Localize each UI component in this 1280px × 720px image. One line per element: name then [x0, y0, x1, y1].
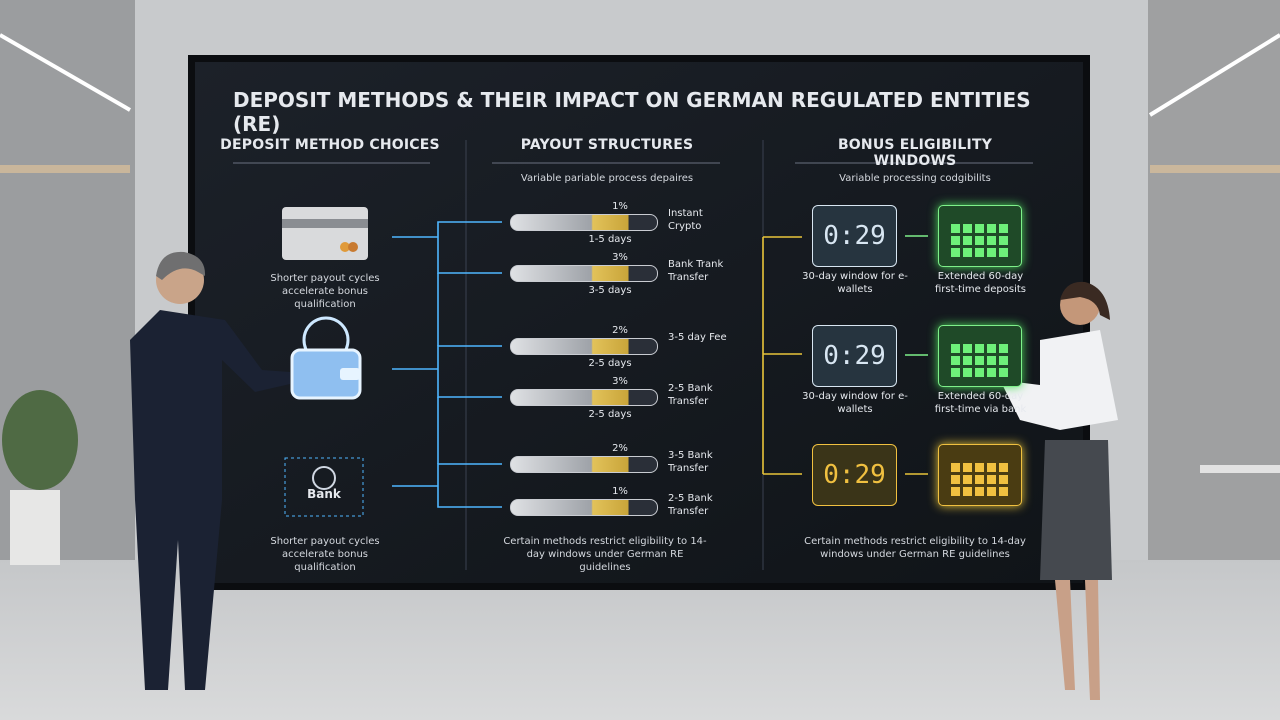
calendar-cell [951, 475, 960, 484]
column-subtitle: Variable pariable process depaires [520, 173, 694, 184]
calendar-cell [975, 463, 984, 472]
payout-label: 2-5 Bank Transfer [668, 493, 713, 517]
calendar [938, 325, 1022, 387]
payout-bar [510, 456, 658, 473]
window-caption: Extended 60-day first-time deposits [934, 271, 1026, 295]
calendar-cell [987, 224, 996, 233]
timer: 0:29 [812, 325, 897, 387]
method-caption: Shorter payout cycles accelerate bonus q… [270, 536, 380, 573]
calendar-cell [951, 236, 960, 245]
calendar-cell [963, 356, 972, 365]
calendar-cell [975, 236, 984, 245]
payout-days: 3-5 days [588, 285, 632, 296]
timer: 0:29 [812, 444, 897, 506]
calendar-cell [963, 475, 972, 484]
calendar-cell [975, 248, 984, 257]
calendar-cell [999, 344, 1008, 353]
calendar-cell [987, 368, 996, 377]
calendar-cell [951, 356, 960, 365]
calendar-cell [951, 463, 960, 472]
calendar-cell [963, 224, 972, 233]
calendar-cell [963, 487, 972, 496]
calendar-cell [975, 487, 984, 496]
column-heading: BONUS ELIGIBILITY WINDOWS [837, 137, 993, 169]
payout-percent: 3% [612, 252, 628, 263]
calendar-cell [987, 463, 996, 472]
calendar-cell [999, 463, 1008, 472]
method-caption: Shorter payout cycles accelerate bonus q… [270, 273, 380, 310]
footnote: Certain methods restrict eligibility to … [503, 536, 707, 573]
payout-percent: 1% [612, 486, 628, 497]
payout-bar [510, 265, 658, 282]
payout-label: Bank Trank Transfer [668, 259, 724, 283]
payout-label: 2-5 Bank Transfer [668, 383, 713, 407]
payout-label: Instant Crypto [668, 208, 703, 232]
payout-days: 2-5 days [588, 358, 632, 369]
calendar-cell [999, 248, 1008, 257]
calendar-cell [963, 368, 972, 377]
calendar-cell [975, 368, 984, 377]
payout-percent: 1% [612, 201, 628, 212]
column-heading: DEPOSIT METHOD CHOICES [220, 137, 440, 153]
calendar-cell [975, 344, 984, 353]
payout-percent: 2% [612, 325, 628, 336]
payout-bar [510, 214, 658, 231]
calendar-cell [963, 248, 972, 257]
payout-bar [510, 338, 658, 355]
calendar-cell [975, 224, 984, 233]
column-subtitle: Variable processing codgibilits [839, 173, 991, 184]
window-caption: Extended 60-day first-time via bank [934, 391, 1027, 415]
calendar-cell [999, 224, 1008, 233]
calendar-cell [999, 475, 1008, 484]
calendar-cell [951, 487, 960, 496]
calendar-cell [951, 368, 960, 377]
calendar-cell [963, 344, 972, 353]
calendar-cell [987, 236, 996, 245]
payout-percent: 3% [612, 376, 628, 387]
calendar-cell [999, 368, 1008, 377]
payout-bar [510, 499, 658, 516]
calendar-cell [987, 487, 996, 496]
calendar-cell [951, 224, 960, 233]
calendar-cell [987, 475, 996, 484]
window-caption: 30-day window for e-wallets [802, 391, 908, 415]
calendar-cell [975, 356, 984, 365]
window-caption: 30-day window for e-wallets [802, 271, 908, 295]
calendar-cell [975, 475, 984, 484]
payout-percent: 2% [612, 443, 628, 454]
calendar [938, 205, 1022, 267]
calendar-cell [987, 356, 996, 365]
calendar-cell [999, 356, 1008, 365]
calendar-cell [963, 236, 972, 245]
payout-label: 3-5 day Fee [668, 332, 727, 343]
calendar [938, 444, 1022, 506]
payout-bar [510, 389, 658, 406]
payout-label: 3-5 Bank Transfer [668, 450, 713, 474]
footnote: Certain methods restrict eligibility to … [804, 536, 1026, 560]
payout-days: 2-5 days [588, 409, 632, 420]
calendar-cell [987, 344, 996, 353]
calendar-cell [951, 248, 960, 257]
column-heading: PAYOUT STRUCTURES [520, 137, 694, 153]
calendar-cell [999, 487, 1008, 496]
payout-days: 1-5 days [588, 234, 632, 245]
bank-icon-label: Bank [307, 487, 341, 501]
calendar-cell [951, 344, 960, 353]
timer: 0:29 [812, 205, 897, 267]
calendar-cell [999, 236, 1008, 245]
screen-title: DEPOSIT METHODS & THEIR IMPACT ON GERMAN… [233, 88, 1031, 136]
calendar-cell [963, 463, 972, 472]
calendar-cell [987, 248, 996, 257]
